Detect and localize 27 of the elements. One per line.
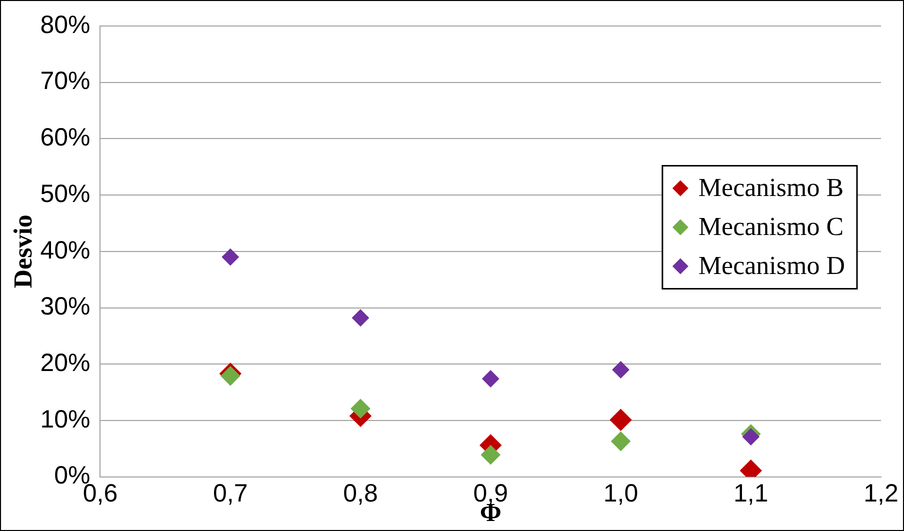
y-tick-label: 50% [40, 180, 90, 208]
point [220, 366, 240, 386]
point [222, 248, 239, 266]
point [350, 398, 370, 418]
y-tick-label: 40% [40, 236, 90, 264]
legend-label: Mecanismo B [698, 173, 844, 202]
point [611, 432, 630, 451]
point [480, 445, 500, 465]
point [612, 361, 630, 378]
point [610, 408, 632, 431]
y-axis-title: Desvio [8, 214, 38, 288]
y-tick-label: 80% [40, 10, 90, 39]
x-tick-label: 0,8 [343, 480, 378, 508]
legend-label: Mecanismo C [698, 212, 844, 242]
y-tick-label: 20% [40, 348, 90, 377]
legend-label: Mecanismo D [698, 251, 846, 280]
y-tick-label: 30% [40, 292, 90, 321]
point [352, 309, 369, 326]
y-tick-label: 10% [40, 405, 90, 434]
x-tick-label: 0,7 [212, 480, 248, 508]
x-tick-label: 1,2 [864, 480, 898, 508]
point [742, 428, 760, 446]
y-tick-label: 70% [40, 67, 90, 96]
point [482, 370, 500, 388]
x-tick-label: 1,1 [733, 480, 768, 508]
x-tick-label: 1,0 [603, 480, 638, 508]
y-tick-label: 60% [40, 124, 90, 152]
